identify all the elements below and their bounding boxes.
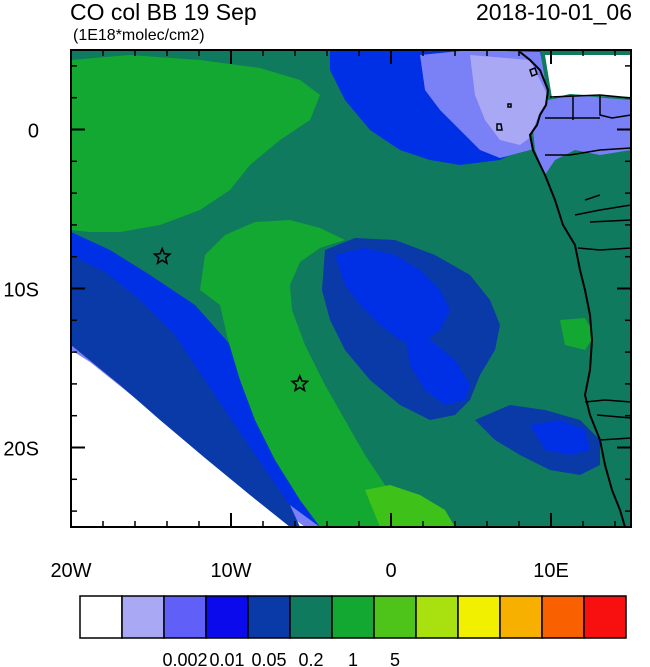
co-field-green-arc xyxy=(200,220,430,527)
colorbar-box xyxy=(79,595,123,639)
colorbar-label: 1 xyxy=(348,650,358,667)
colorbar-box xyxy=(415,595,459,639)
colorbar-label: 5 xyxy=(390,650,400,667)
colorbar-label: 0.01 xyxy=(209,650,244,667)
lat-tick-label: 10S xyxy=(3,280,39,302)
island-sao-tome xyxy=(496,123,503,131)
co-field-blue-south-2 xyxy=(530,420,590,455)
lon-tick-label: 0 xyxy=(385,560,396,582)
no-data-region xyxy=(71,350,305,527)
colorbar-box xyxy=(499,595,543,639)
lon-tick-label: 10W xyxy=(210,560,251,582)
co-field-blue-south xyxy=(475,405,600,475)
colorbar-box xyxy=(205,595,249,639)
co-field-darkblue-band-west xyxy=(71,255,300,527)
land-africa xyxy=(530,50,631,527)
colorbar-box xyxy=(289,595,333,639)
lon-tick-label: 20W xyxy=(50,560,91,582)
map-title: CO col BB 19 Sep xyxy=(70,0,257,25)
map-units: (1E18*molec/cm2) xyxy=(73,27,205,44)
colorbar-box xyxy=(373,595,417,639)
colorbar-box xyxy=(163,595,207,639)
co-field-blue-eddy-core xyxy=(335,248,450,345)
station-markers xyxy=(152,246,310,393)
island-bioko xyxy=(529,67,538,77)
colorbar-label: 0.002 xyxy=(162,650,207,667)
star-marker-icon xyxy=(290,373,310,393)
co-field-green-northwest xyxy=(71,55,320,232)
axis-ticks: 20W 10W 0 10E 0 10S 20S xyxy=(3,50,631,582)
star-marker-icon xyxy=(152,246,172,265)
colorbar-box xyxy=(541,595,585,639)
land-africa-nodata xyxy=(545,55,631,98)
lat-tick-label: 20S xyxy=(3,439,39,461)
co-field-teal-patch-nw xyxy=(71,50,310,62)
map-datetime: 2018-10-01_06 xyxy=(475,0,632,25)
lon-tick-label: 10E xyxy=(533,560,569,582)
map-field xyxy=(71,50,631,527)
colorbar-label: 0.05 xyxy=(251,650,286,667)
colorbar-box xyxy=(247,595,291,639)
co-field-blue-eddy-south xyxy=(405,335,470,405)
co-field-light-nodata-north xyxy=(470,55,555,145)
co-field-green-coast xyxy=(560,318,595,350)
colorbar-box xyxy=(331,595,375,639)
colorbar-box xyxy=(121,595,165,639)
lat-tick-label: 0 xyxy=(28,121,39,143)
co-field-bright-green-south xyxy=(365,485,455,527)
colorbar-label: 0.2 xyxy=(298,650,323,667)
country-borders xyxy=(545,94,631,441)
colorbar: 0.002 0.01 0.05 0.2 1 5 xyxy=(79,595,627,667)
colorbar-box xyxy=(457,595,501,639)
colorbar-box xyxy=(583,595,627,639)
island-principe xyxy=(507,103,512,108)
